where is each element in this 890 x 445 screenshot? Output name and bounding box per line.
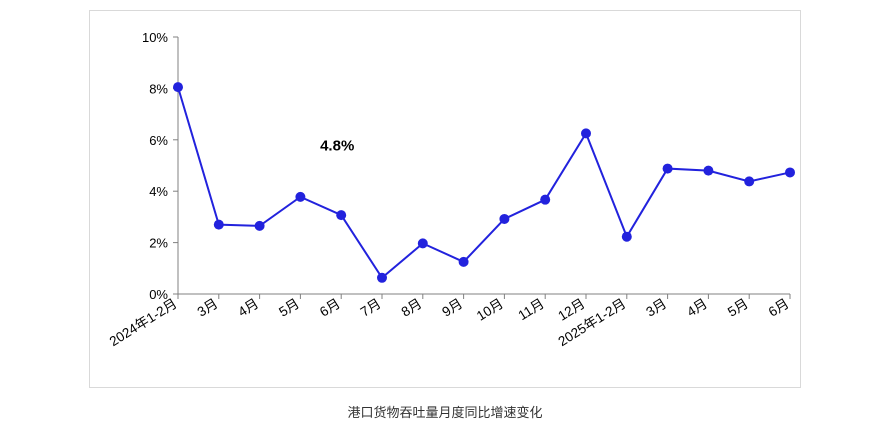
data-point-marker: [540, 194, 551, 205]
x-axis-tick-label: 4月: [684, 296, 710, 320]
y-axis-tick-label: 2%: [149, 236, 168, 251]
y-axis-tick-label: 8%: [149, 81, 168, 96]
chart-plot-area: 0% 2% 4% 6% 8% 10% 2024年1-2月 3月 4月 5月 6月 7月 8月 9月 10月 1…: [90, 11, 802, 389]
data-point-marker: [499, 213, 510, 224]
series-line: [177, 86, 791, 280]
line-chart-svg: 0% 2% 4% 6% 8% 10% 2024年1-2月 3月 4月 5月 6月 7月 8月 9月 10月 1…: [107, 30, 795, 349]
x-axis-tick-label: 9月: [439, 296, 465, 320]
x-axis-tick-label: 3月: [643, 296, 669, 320]
data-point-marker: [417, 238, 428, 249]
x-axis-tick-label: 5月: [725, 296, 751, 320]
y-axis-tick-label: 0%: [149, 287, 168, 302]
data-point-marker: [336, 210, 347, 221]
chart-caption: 港口货物吞吐量月度同比增速变化: [347, 405, 543, 420]
x-axis-tick-label: 5月: [276, 296, 302, 320]
data-point-marker: [173, 82, 183, 93]
data-point-marker: [662, 163, 673, 174]
data-point-marker: [377, 272, 387, 283]
data-point-marker: [703, 165, 714, 176]
x-axis-tick-label: 11月: [516, 296, 547, 323]
x-axis-tick-label: 7月: [358, 296, 384, 320]
x-axis-tick-label: 4月: [235, 296, 261, 320]
x-axis-tick-label: 3月: [195, 296, 221, 320]
x-axis-tick-label: 8月: [399, 296, 425, 320]
x-axis-tick-label: 10月: [474, 296, 506, 324]
x-axis-tick-label: 6月: [317, 296, 343, 320]
chart-card: 0% 2% 4% 6% 8% 10% 2024年1-2月 3月 4月 5月 6月 7月 8月 9月 10月 1…: [89, 10, 801, 388]
data-point-marker: [213, 219, 224, 230]
data-point-marker: [581, 128, 591, 139]
data-point-marker: [458, 256, 469, 267]
data-point-marker: [785, 167, 795, 178]
data-label-annotation: 4.8%: [320, 137, 354, 154]
x-axis-tick-label: 6月: [766, 296, 792, 320]
y-axis-tick-label: 10%: [142, 30, 168, 45]
data-point-marker: [744, 176, 755, 187]
y-axis-tick-label: 6%: [149, 133, 168, 148]
data-point-marker: [254, 220, 265, 231]
data-point-marker: [295, 191, 306, 202]
data-point-marker: [621, 231, 632, 242]
y-axis-tick-label: 4%: [149, 184, 168, 199]
x-axis-tick-label: 2024年1-2月: [107, 296, 180, 349]
